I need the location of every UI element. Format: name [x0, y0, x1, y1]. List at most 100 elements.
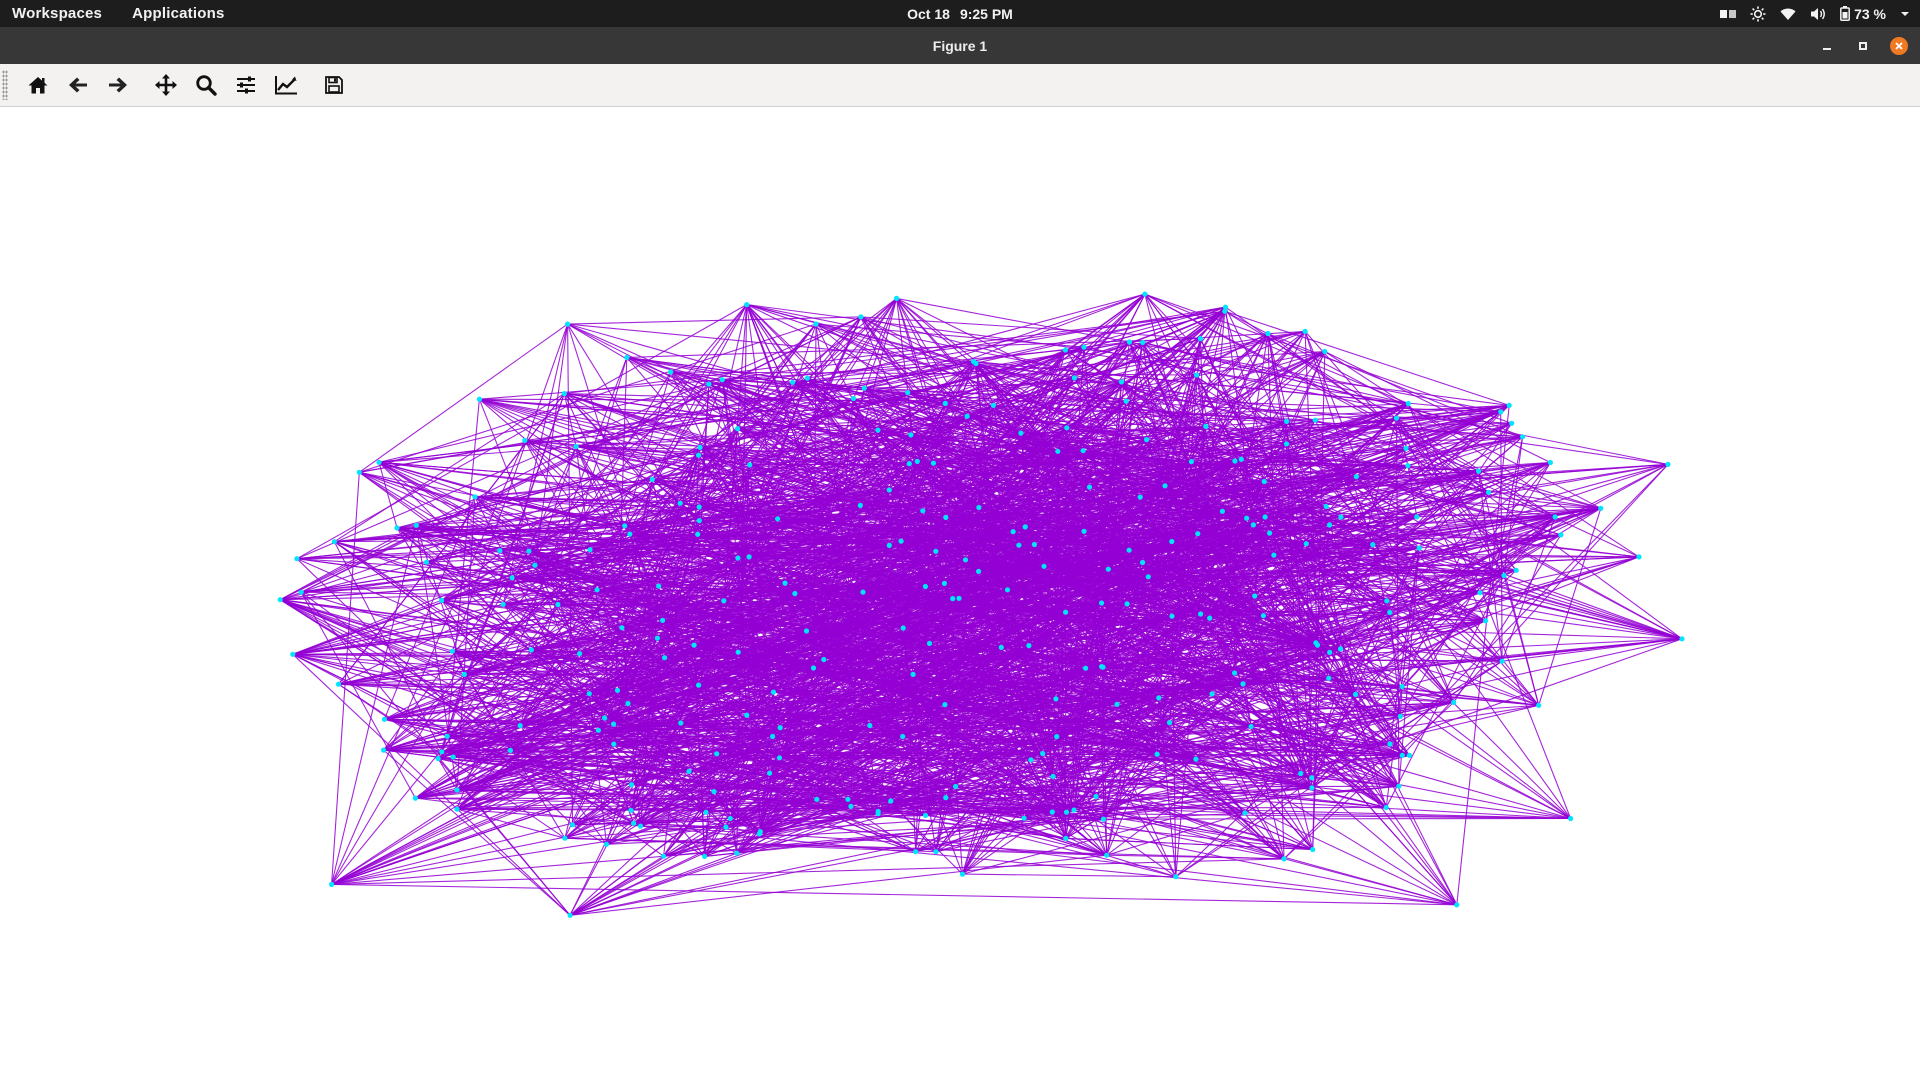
graph-node	[1053, 696, 1059, 702]
minimize-button[interactable]	[1818, 37, 1836, 55]
pan-button[interactable]	[148, 67, 184, 103]
graph-node	[1021, 815, 1027, 821]
graph-edge	[1140, 460, 1236, 498]
graph-edge	[531, 649, 1196, 760]
graph-edge	[606, 342, 1144, 845]
applications-menu[interactable]: Applications	[132, 5, 225, 22]
graph-edge	[1340, 592, 1481, 650]
graph-node	[603, 841, 610, 847]
window-title-bar[interactable]: Figure 1	[0, 27, 1920, 64]
graph-nodes	[277, 291, 1685, 918]
graph-node	[532, 562, 538, 568]
graph-edge	[933, 462, 1683, 640]
graph-edge	[447, 559, 966, 737]
graph-node	[1050, 773, 1056, 780]
graph-edge	[1267, 333, 1285, 859]
graph-edge	[1128, 341, 1313, 789]
graph-node	[1118, 379, 1125, 385]
graph-edge	[384, 718, 926, 816]
graph-edge	[528, 551, 635, 824]
graph-node	[628, 807, 634, 813]
wifi-icon[interactable]	[1780, 7, 1796, 21]
graph-edge	[760, 645, 1030, 833]
graph-node	[744, 712, 750, 718]
graph-node	[1041, 563, 1047, 569]
graph-edge	[777, 518, 1035, 546]
graph-edge	[1399, 462, 1551, 717]
graph-edge	[680, 381, 1122, 724]
graph-node	[356, 469, 362, 475]
graph-edge	[1056, 736, 1158, 755]
graph-node	[905, 390, 911, 396]
graph-edge	[640, 481, 1265, 827]
graph-edge	[627, 697, 1159, 705]
brightness-icon[interactable]	[1750, 6, 1766, 22]
graph-edge	[627, 374, 1197, 704]
graph-edge	[499, 550, 1313, 789]
save-button[interactable]	[316, 67, 352, 103]
graph-edge	[1234, 460, 1458, 906]
graph-edge	[777, 404, 994, 520]
figure-canvas[interactable]	[0, 107, 1920, 1080]
battery-indicator[interactable]: 73 %	[1840, 6, 1886, 22]
graph-node	[702, 853, 708, 860]
graph-node	[900, 733, 906, 740]
graph-edge	[779, 683, 1244, 759]
graph-edge	[704, 667, 814, 857]
graph-node	[1198, 611, 1204, 617]
edit-axis-button[interactable]	[268, 67, 304, 103]
workspace-switcher-icon[interactable]	[1720, 8, 1737, 20]
graph-edge	[698, 377, 808, 508]
graph-node	[804, 375, 810, 381]
forward-button[interactable]	[100, 67, 136, 103]
graph-edge	[415, 458, 1242, 799]
graph-edge	[383, 454, 699, 751]
graph-edge	[441, 717, 605, 753]
graph-node	[602, 715, 608, 721]
volume-icon[interactable]	[1810, 7, 1826, 21]
graph-edge	[426, 460, 918, 563]
graph-edge	[588, 463, 910, 695]
graph-node	[723, 824, 729, 830]
workspaces-menu[interactable]: Workspaces	[12, 5, 103, 22]
graph-node	[776, 755, 783, 761]
graph-node	[1248, 723, 1254, 730]
graph-edge	[806, 377, 1020, 546]
graph-edge	[1139, 496, 1236, 674]
graph-node	[914, 458, 920, 464]
graph-edge	[749, 461, 1192, 466]
graph-edge	[338, 683, 618, 691]
graph-node	[695, 531, 701, 537]
close-button[interactable]	[1890, 36, 1908, 55]
configure-subplots-button[interactable]	[228, 67, 264, 103]
graph-edge	[1065, 507, 1602, 839]
graph-edge	[456, 582, 945, 791]
graph-edge	[534, 324, 569, 566]
graph-node	[998, 644, 1004, 651]
graph-node	[1207, 615, 1213, 621]
graph-node	[1099, 664, 1105, 670]
clock[interactable]: Oct 18 9:25 PM	[0, 6, 1920, 22]
home-button[interactable]	[20, 67, 56, 103]
back-button[interactable]	[60, 67, 96, 103]
graph-edge	[816, 306, 1226, 800]
graph-node	[1081, 344, 1087, 350]
graph-edge	[993, 310, 1226, 406]
toolbar-grip[interactable]	[2, 70, 8, 100]
graph-edge	[967, 415, 1287, 445]
graph-edge	[693, 644, 852, 807]
maximize-button[interactable]	[1854, 37, 1872, 55]
graph-edge	[378, 461, 947, 799]
chevron-down-icon[interactable]	[1900, 10, 1910, 18]
graph-node	[1124, 601, 1130, 607]
graph-edge	[575, 446, 626, 527]
graph-edge	[640, 569, 1517, 827]
graph-node	[1049, 809, 1055, 815]
graph-edge	[415, 667, 814, 799]
graph-edge	[519, 357, 628, 726]
zoom-button[interactable]	[188, 67, 224, 103]
graph-node	[1636, 554, 1642, 560]
graph-node	[423, 559, 430, 565]
graph-edge	[1125, 400, 1302, 774]
graph-edge	[945, 797, 1107, 856]
